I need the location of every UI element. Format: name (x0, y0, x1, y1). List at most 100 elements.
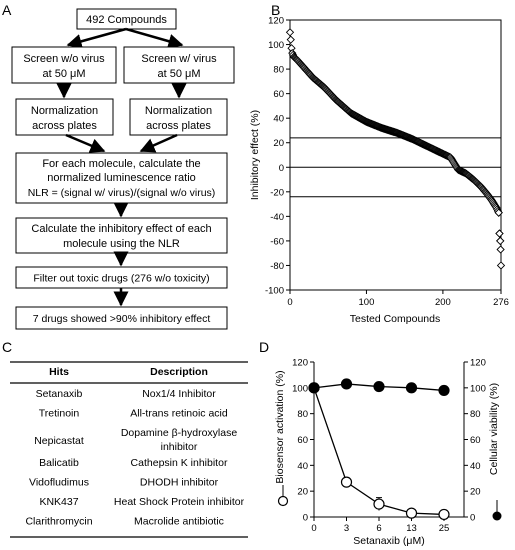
table-cell-description: inhibitor (161, 441, 198, 453)
chart-b-y-ticks: 120 100 80 60 40 20 0 -20 -40 -60 -80 -100 (265, 16, 290, 297)
arrow (125, 27, 184, 49)
chart-b-reference-lines (290, 137, 501, 198)
flowchart: 492 Compounds Screen w/o virus at 50 μM … (11, 8, 235, 330)
chart-d-ylabel-left: Biosensor activation (%) (274, 370, 286, 483)
table-rows: Setanaxib Nox1/4 Inhibitor Tretinoin All-tr… (10, 388, 248, 538)
data-point (495, 229, 504, 238)
table-cell-hit: Vidofludimus (29, 477, 89, 489)
x-tick-label: 25 (439, 523, 450, 534)
left-y-tick-label: 120 (292, 358, 308, 369)
left-y-tick-label: 0 (303, 513, 308, 524)
flow-result-text: 7 drugs showed >90% inhibitory effect (33, 313, 211, 325)
hits-table: Hits Description Setanaxib Nox1/4 Inhibit… (10, 361, 248, 538)
viability-point (438, 384, 450, 397)
right-y-tick-label: 0 (470, 513, 475, 524)
x-tick-label: 13 (406, 523, 417, 534)
table-cell-description: Macrolide antibiotic (134, 516, 224, 528)
y-tick-label: -40 (270, 212, 284, 223)
y-tick-label: 0 (279, 163, 284, 174)
activation-point (438, 508, 450, 521)
x-tick-label: 0 (287, 297, 292, 308)
table-cell-hit: Balicatib (39, 457, 79, 469)
chart-d-xlabel: Setanaxib (μM) (353, 535, 424, 547)
panel-label-c: C (2, 339, 12, 355)
activation-point (340, 476, 353, 488)
legend-open-circle-marker (277, 495, 289, 507)
y-tick-label: 20 (273, 138, 284, 149)
flow-screen-right-line2: at 50 μM (157, 68, 200, 80)
x-tick-label: 100 (359, 297, 375, 308)
legend-filled-circle-marker (492, 511, 502, 521)
table-cell-hit: KNK437 (39, 496, 78, 508)
table-cell-description: Dopamine β-hydroxylase (121, 427, 238, 439)
flow-filter-text: Filter out toxic drugs (276 w/o toxicity… (33, 273, 209, 285)
flow-nlr-line2: normalized luminescence ratio (47, 172, 196, 184)
table-header-hits: Hits (49, 366, 69, 378)
right-y-tick-label: 20 (470, 487, 481, 498)
chart-b-plot-frame (289, 19, 502, 291)
right-y-tick-label: 100 (470, 383, 486, 394)
right-y-tick-label: 60 (470, 435, 481, 446)
flow-inhibit-line1: Calculate the inhibitory effect of each (31, 223, 211, 235)
right-y-tick-label: 120 (470, 358, 486, 369)
panel-label-a: A (2, 2, 12, 18)
chart-b-points (285, 28, 506, 270)
right-y-tick-label: 80 (470, 409, 481, 420)
chart-b-ylabel: Inhibitory effect (%) (249, 110, 261, 200)
chart-d-y-ticks: 0 0 20 20 40 40 60 60 80 80 100 100 120 120 (292, 358, 486, 524)
y-tick-label: 80 (273, 65, 284, 76)
flow-box-screen-left (11, 46, 117, 84)
viability-point (373, 380, 385, 393)
data-point (494, 208, 503, 217)
y-tick-label: -100 (265, 286, 284, 297)
flow-box-norm-left (15, 98, 114, 136)
chart-d-series (308, 378, 450, 521)
viability-point (405, 382, 418, 394)
flow-box-result (15, 306, 228, 330)
flow-norm-left-line2: across plates (32, 120, 97, 132)
flow-inhibit-line2: molecule using the NLR (63, 238, 180, 250)
x-tick-label: 276 (493, 297, 509, 308)
right-y-tick-label: 40 (470, 461, 481, 472)
flow-box-nlr (15, 152, 228, 204)
arrow (66, 27, 127, 49)
data-point (496, 261, 506, 270)
chart-d-ylabel-right: Cellular viability (%) (488, 383, 500, 475)
x-tick-label: 6 (376, 523, 381, 534)
flow-norm-right-line1: Normalization (145, 105, 212, 117)
data-point (496, 245, 505, 254)
flow-screen-left-line2: at 50 μM (42, 68, 85, 80)
panel-label-d: D (259, 339, 269, 355)
flow-norm-right-line2: across plates (146, 120, 211, 132)
flow-screen-right-line1: Screen w/ virus (141, 53, 217, 65)
table-cell-description: Cathepsin K inhibitor (131, 457, 228, 469)
chart-b-x-ticks: 0 100 200 276 (287, 290, 509, 308)
left-y-tick-label: 80 (297, 409, 308, 420)
activation-point (405, 507, 418, 519)
table-cell-description: All-trans retinoic acid (130, 408, 228, 420)
data-point (496, 236, 505, 246)
y-tick-label: 100 (268, 40, 284, 51)
flow-nlr-line1: For each molecule, calculate the (42, 158, 200, 170)
series-line (313, 387, 445, 516)
left-y-tick-label: 60 (297, 435, 308, 446)
flow-box-inhibit (15, 217, 228, 254)
y-tick-label: -80 (270, 261, 284, 272)
activation-point (373, 498, 385, 510)
y-tick-label: 60 (273, 89, 284, 100)
x-tick-label: 3 (344, 523, 349, 534)
viability-point (308, 382, 320, 394)
flow-start-text: 492 Compounds (86, 14, 167, 26)
arrow (139, 133, 178, 153)
flow-nlr-line3: NLR = (signal w/ virus)/(signal w/o viru… (28, 187, 216, 199)
table-cell-description: Nox1/4 Inhibitor (142, 388, 216, 400)
table-header-description: Description (150, 366, 208, 378)
table-cell-hit: Clarithromycin (25, 516, 92, 528)
data-point (285, 28, 295, 37)
x-tick-label: 0 (311, 523, 316, 534)
chart-b-xlabel: Tested Compounds (350, 313, 440, 325)
left-y-tick-label: 100 (292, 383, 308, 394)
